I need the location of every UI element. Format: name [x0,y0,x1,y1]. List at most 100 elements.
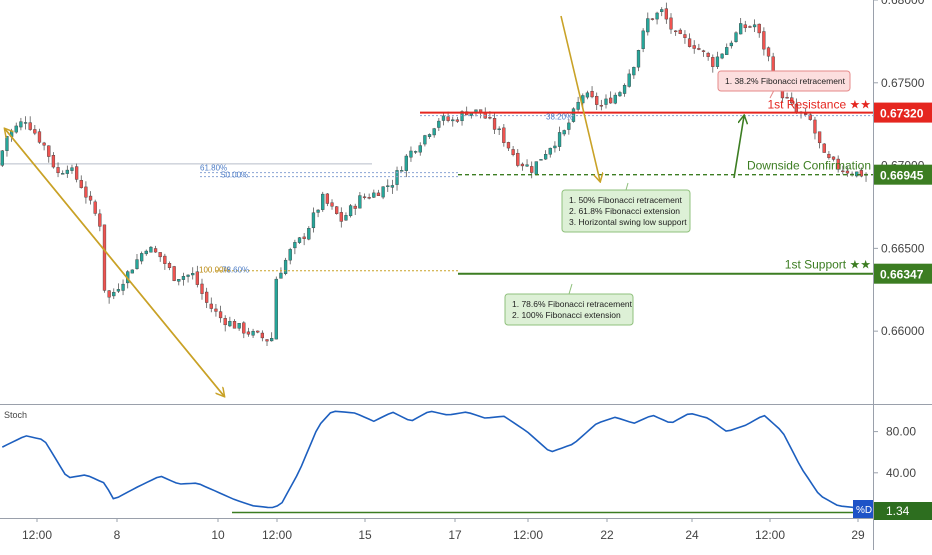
time-tick-label: 12:00 [755,528,785,542]
candle-body [325,193,330,204]
candle-body [855,171,859,177]
candle-body [418,145,422,153]
candle-body [534,161,538,175]
candle-body [186,274,190,277]
time-tick-label: 12:00 [262,528,292,542]
candle-body [42,142,46,146]
candle-body [307,228,311,240]
support-price-tag-text: 0.66347 [880,268,924,282]
candle-body [293,242,297,249]
candle-body [543,154,548,160]
candle-body [567,122,571,130]
time-tick-label: 12:00 [22,528,52,542]
callout-confirmation-box [561,189,691,233]
candle-body [98,213,102,227]
candle-body [395,170,399,185]
candle-body [302,236,306,239]
candle-body [539,159,543,161]
candle-body [743,24,747,29]
candle-body [692,45,696,49]
fib-label-61-8: 61.80% [200,164,227,173]
candle-body [158,252,162,258]
stoch-line [1,410,871,509]
candle-body [288,249,292,261]
stoch-last-value: 1.34 [886,504,910,518]
time-tick-label: 24 [685,528,699,542]
candle-body [163,255,167,264]
fib-label-38-2: 38.20% [546,113,573,122]
candle-body [191,273,195,276]
time-tick-label: 12:00 [513,528,543,542]
candle-body [283,259,288,274]
candle-body [167,263,172,268]
candle-body [56,167,60,174]
candle-body [525,164,529,167]
candle-body [112,292,116,297]
candle-body [5,136,9,151]
candle-body [70,167,74,171]
candle-body [530,166,534,173]
candle-body [595,96,599,105]
fib-label-100: 100.00% [199,266,231,275]
support-price-tag-bg [874,263,932,284]
callout-resistance-box [717,70,851,92]
candle-body [831,156,836,160]
candle-body [335,206,339,214]
candle-body [455,119,460,122]
candle-body [232,320,237,329]
candle-body [121,283,125,291]
candle-body [845,170,850,174]
candle-body [822,143,826,153]
candle-body [37,131,42,143]
candle-body [311,212,316,229]
candle-body [404,155,408,171]
candle-body [492,118,497,130]
candle-body [697,48,701,50]
candle-body [107,290,111,298]
candle-body [116,289,121,292]
price-tick-label: 0.66000 [881,324,925,338]
candle-body [330,202,334,207]
candle-body [836,158,840,170]
support-label: 1st Support ★★ [785,258,871,272]
candle-body [181,276,186,280]
candle-body [381,186,385,198]
callout-support-pointer [568,283,573,295]
candle-body [144,250,148,255]
candle-body [451,119,455,122]
confirmation-price-tag-text: 0.66945 [880,169,924,183]
candle-body [79,180,83,188]
candle-body [205,291,209,303]
candle-body [506,142,511,149]
candle-body [711,57,715,67]
candle-body [228,321,232,327]
callout-support-box [504,293,634,326]
candle-body [400,170,404,172]
candle-body [423,135,427,145]
candle-body [701,50,706,52]
price-tick-label: 0.66500 [881,241,925,255]
candle-body [47,145,51,157]
candle-body [362,196,367,198]
candle-body [739,23,743,35]
callout-support-line-1: 1. 78.6% Fibonacci retracement [512,299,633,309]
candle-body [585,92,590,98]
candle-body [511,149,515,155]
callout-resistance-line-1: 1. 38.2% Fibonacci retracement [725,76,846,86]
candle-body [153,248,158,253]
candle-body [557,132,562,147]
time-tick-label: 15 [358,528,372,542]
callout-confirmation-line-1: 1. 50% Fibonacci retracement [569,195,683,205]
candle-body [790,97,794,104]
candle-body [734,32,738,42]
candle-body [646,18,650,33]
candle-body [28,122,32,130]
candle-body [562,130,566,135]
candle-body [413,151,418,153]
resistance-price-tag-bg [874,102,932,123]
candle-body [149,246,153,253]
time-tick-label: 10 [211,528,225,542]
candle-body [632,66,636,76]
bounce-arrow [733,116,744,179]
candle-body [748,26,752,28]
